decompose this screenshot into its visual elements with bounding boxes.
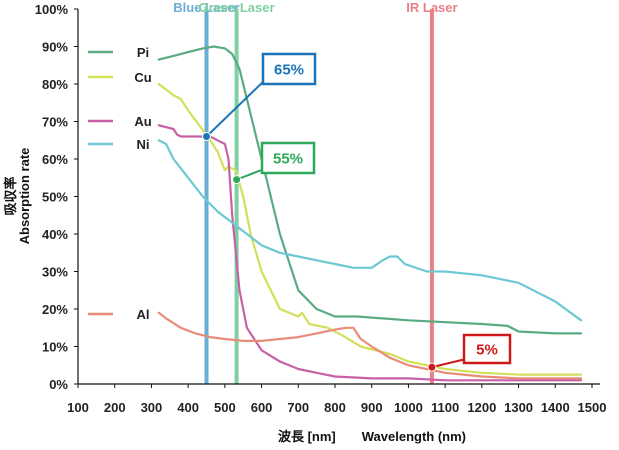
y-axis-label-bottom: Absorption rate [17,148,32,245]
x-tick-label-4: 500 [214,400,236,415]
legend-label-cu: Cu [134,70,151,85]
y-tick-label-8: 80% [42,77,68,92]
callout-leader-0 [205,79,266,138]
laser-title-2: IR Laser [406,0,457,15]
y-axis-label-top: 吸収率 [3,176,18,215]
series-lines [157,45,583,382]
y-tick-label-7: 70% [42,115,68,130]
y-tick-label-0: 0% [49,377,68,392]
y-tick-label-3: 30% [42,265,68,280]
laser-title-1: Green Laser [199,0,275,15]
axis-labels: 波長 [nm] Wavelength (nm) 吸収率 Absorption rat… [3,148,466,444]
x-tick-label-0: 100 [67,400,89,415]
x-tick-label-9: 1000 [394,400,423,415]
callout-label-1: 55% [273,151,303,168]
tick-labels: 100 200 300 400 500 600 700 800 900 1000 1100 1200 1… [35,2,607,415]
callout-label-0: 65% [274,62,304,79]
callout-leader-2 [431,358,467,369]
x-tick-label-1: 200 [104,400,126,415]
x-tick-label-8: 900 [361,400,383,415]
legend-label-ni: Ni [137,137,150,152]
y-tick-label-1: 10% [42,340,68,355]
callout-label-2: 5% [476,342,498,359]
callout-box-2 [462,333,512,365]
series-line-au [157,124,583,382]
y-tick-label-6: 60% [42,152,68,167]
callout-leader-1 [236,168,265,181]
laser-title-0: Blue Laser [173,0,239,15]
y-tick-label-2: 20% [42,302,68,317]
axes [74,8,600,388]
x-tick-label-6: 700 [287,400,309,415]
x-tick-label-3: 400 [177,400,199,415]
x-axis-label: 波長 [nm] Wavelength (nm) [278,429,466,444]
x-tick-label-12: 1300 [504,400,533,415]
callouts: 65% 55% 5% [202,52,512,372]
x-tick-label-14: 1500 [578,400,607,415]
legend-label-pi: Pi [137,45,149,60]
callout-dot-1 [232,175,242,185]
x-tick-label-2: 300 [141,400,163,415]
y-tick-label-10: 100% [35,2,69,17]
series-line-pi [157,45,583,335]
legend: Pi Cu Au Ni Al [88,45,152,322]
callout-box-1 [260,141,316,175]
series-line-al [157,311,583,380]
x-tick-label-13: 1400 [541,400,570,415]
legend-label-au: Au [134,114,151,129]
x-tick-label-7: 800 [324,400,346,415]
callout-dot-2 [427,362,437,372]
x-tick-label-5: 600 [251,400,273,415]
series-line-ni [157,139,583,322]
callout-box-0 [261,52,317,86]
x-tick-label-11: 1200 [467,400,496,415]
x-tick-label-10: 1100 [431,400,459,415]
callout-dot-0 [202,132,211,141]
legend-label-al: Al [137,307,150,322]
y-tick-label-9: 90% [42,40,68,55]
y-axis-label: 吸収率 Absorption rate [3,148,32,245]
y-tick-label-4: 40% [42,227,68,242]
y-tick-label-5: 50% [42,190,68,205]
